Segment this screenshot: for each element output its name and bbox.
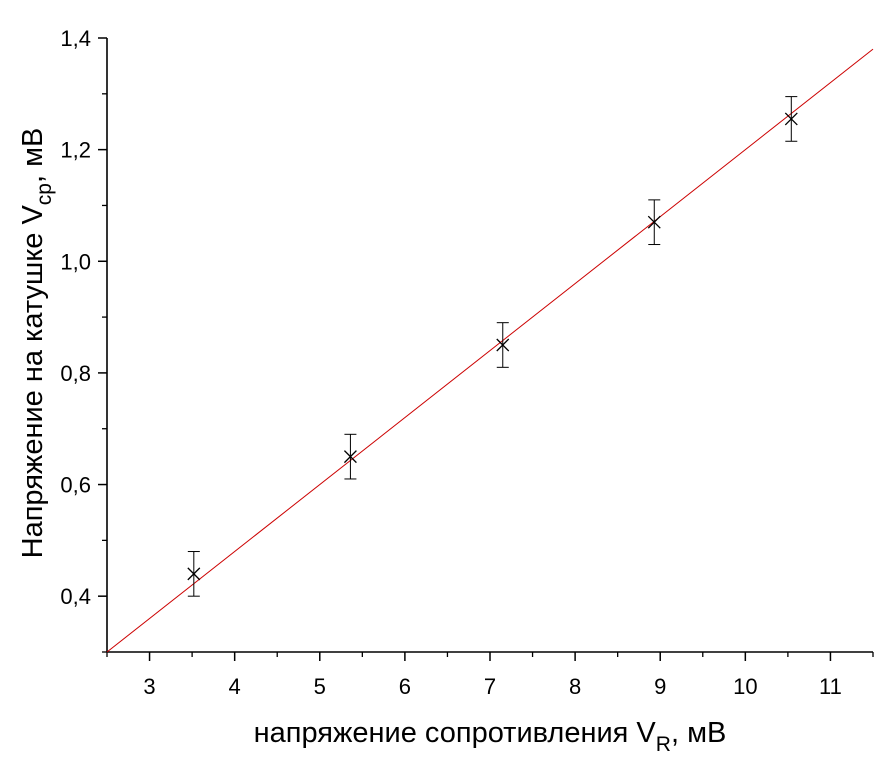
x-tick-label: 8 <box>569 674 581 699</box>
x-axis-title-main: напряжение сопротивления V <box>254 717 657 749</box>
fit-line-group <box>106 48 874 653</box>
y-tick-label: 1,2 <box>60 138 91 163</box>
y-axis-title-tail: , мВ <box>17 128 49 183</box>
y-axis-title: Напряжение на катушке Vср, мВ <box>17 128 56 559</box>
data-point <box>187 551 201 597</box>
y-axis-title-subscript: ср <box>33 183 56 205</box>
y-tick-label: 0,4 <box>60 584 91 609</box>
x-axis-title: напряжение сопротивления VR, мВ <box>254 717 727 756</box>
x-axis-title-subscript: R <box>656 733 671 756</box>
x-tick-label: 5 <box>314 674 326 699</box>
ticks: 3 4 5 6 7 8 9 10 11 0,4 0,6 0,8 1,0 1,2 1,4 <box>60 26 874 699</box>
marker-x-stroke <box>343 450 357 464</box>
x-tick-label: 11 <box>819 674 842 699</box>
fit-line <box>106 48 874 653</box>
marker-x-stroke <box>187 567 201 581</box>
data-point <box>647 199 661 246</box>
data-points <box>187 96 798 597</box>
x-tick-label: 7 <box>484 674 496 699</box>
x-tick-label: 10 <box>733 674 757 699</box>
y-axis-title-main: Напряжение на катушке V <box>17 205 49 559</box>
y-tick-label: 0,6 <box>60 473 91 498</box>
y-tick-label: 1,0 <box>60 249 91 274</box>
x-axis-title-tail: , мВ <box>671 717 726 749</box>
y-tick-label: 1,4 <box>60 26 91 51</box>
marker-x-stroke <box>784 112 798 126</box>
data-point <box>496 322 510 368</box>
x-tick-label: 9 <box>654 674 666 699</box>
marker-x-stroke <box>496 338 510 352</box>
y-tick-label: 0,8 <box>60 361 91 386</box>
marker-x-stroke <box>647 215 661 229</box>
x-tick-label: 4 <box>229 674 241 699</box>
data-point <box>343 433 357 480</box>
x-tick-label: 3 <box>143 674 155 699</box>
x-tick-label: 6 <box>399 674 411 699</box>
data-point <box>784 96 798 142</box>
axes <box>106 38 873 653</box>
